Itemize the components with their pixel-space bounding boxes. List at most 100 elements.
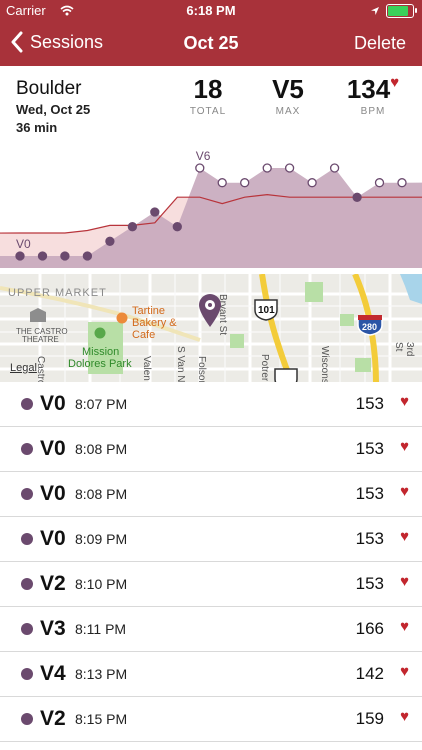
map-label-101: 101	[258, 305, 275, 316]
climb-bpm: 153	[355, 394, 384, 413]
battery-icon	[386, 4, 417, 18]
grade-dot-icon	[21, 533, 33, 545]
total-label: TOTAL	[189, 106, 227, 117]
map-label-upper-market: UPPER MARKET	[8, 287, 107, 299]
bpm-value: 134	[346, 74, 391, 104]
interstate-280-shield-icon	[357, 315, 383, 336]
map-label-valencia: Valen	[141, 356, 152, 381]
climb-time: 8:11 PM	[75, 621, 127, 637]
climb-point	[329, 163, 340, 173]
session-date: Wed, Oct 25	[16, 102, 91, 117]
map-label-legal[interactable]: Legal	[10, 362, 37, 374]
heart-icon: ♥	[390, 74, 400, 91]
climb-points	[15, 163, 407, 261]
climb-point	[240, 178, 250, 188]
climb-grade: V2	[40, 707, 66, 730]
bpm-stat: 134♥ BPM	[338, 74, 408, 117]
map-view[interactable]: 101 280 UPPER MARKET Tartine Bakery & Ca…	[0, 274, 422, 382]
bpm-label: BPM	[360, 106, 386, 117]
climb-row[interactable]: V0 8:07 PM 153 ♥	[0, 382, 422, 427]
climb-point	[37, 251, 48, 261]
page-title: Oct 25	[183, 33, 239, 53]
total-value: 18	[193, 74, 223, 104]
map-label-bakery: Bakery &	[132, 317, 177, 329]
status-time: 6:18 PM	[186, 3, 236, 18]
map-label-folsom: Folsom	[196, 356, 207, 382]
climb-time: 8:08 PM	[75, 441, 128, 457]
climb-row[interactable]: V4 8:13 PM 142 ♥	[0, 652, 422, 697]
status-bar: Carrier 6:18 PM	[0, 0, 422, 22]
climb-point	[352, 192, 362, 202]
map-label-potrero: Potrer	[259, 354, 270, 382]
session-chart: V0 V6	[0, 146, 422, 274]
heart-icon: ♥	[400, 573, 409, 590]
chart-label-peak: V6	[196, 149, 211, 163]
climb-row[interactable]: V3 8:11 PM 166 ♥	[0, 607, 422, 652]
highway-101-shield-icon	[254, 299, 278, 321]
climb-bpm: 166	[355, 619, 384, 638]
climb-grade: V2	[40, 572, 66, 595]
session-summary: Boulder Wed, Oct 25 36 min 18 TOTAL V5 M…	[0, 66, 422, 146]
map-label-castro-theatre: THE CASTRO	[16, 327, 68, 336]
location-pin-icon[interactable]	[197, 292, 223, 328]
climb-grade: V0	[40, 527, 66, 550]
location-name: Boulder	[16, 78, 82, 99]
grade-dot-icon	[21, 398, 33, 410]
cafe-marker-icon	[116, 312, 128, 324]
map-label-dolores-park: Dolores Park	[68, 358, 132, 370]
grade-dot-icon	[21, 713, 33, 725]
climb-bpm: 159	[355, 709, 384, 728]
climb-point	[284, 163, 295, 173]
climb-bpm: 153	[355, 484, 384, 503]
grade-dot-icon	[21, 668, 33, 680]
climb-time: 8:07 PM	[75, 396, 128, 412]
climb-point	[60, 251, 70, 261]
carrier-label: Carrier	[6, 3, 46, 18]
grade-dot-icon	[21, 488, 33, 500]
climb-time: 8:10 PM	[75, 576, 128, 592]
heart-icon: ♥	[400, 663, 409, 680]
total-stat: 18 TOTAL	[173, 74, 243, 117]
climb-point	[217, 178, 227, 188]
grade-area	[0, 168, 422, 268]
climb-point	[82, 251, 93, 261]
climb-grade: V0	[40, 482, 66, 505]
climb-point	[195, 163, 205, 173]
climb-row[interactable]: V2 8:15 PM 159 ♥	[0, 697, 422, 742]
map-label-wisconsin: Wisconsi	[319, 346, 330, 382]
map-label-280: 280	[362, 322, 378, 332]
climb-point	[374, 178, 385, 188]
map-label-theatre: THEATRE	[22, 335, 59, 344]
climb-time: 8:08 PM	[75, 486, 128, 502]
climb-point	[262, 163, 272, 173]
delete-button[interactable]: Delete	[353, 33, 406, 53]
heart-icon: ♥	[400, 528, 409, 545]
climb-row[interactable]: V0 8:08 PM 153 ♥	[0, 427, 422, 472]
heart-icon: ♥	[400, 438, 409, 455]
max-stat: V5 MAX	[253, 74, 323, 117]
climb-bpm: 153	[355, 574, 384, 593]
map-label-castro-st: Castro S	[35, 356, 46, 382]
climb-point	[15, 251, 25, 261]
map-label-mission: Mission	[82, 346, 120, 358]
climb-point	[307, 178, 317, 188]
climb-row[interactable]: V0 8:08 PM 153 ♥	[0, 472, 422, 517]
max-value: V5	[272, 74, 304, 104]
navigation-bar: Sessions Oct 25 Delete	[0, 22, 422, 66]
climb-point	[397, 178, 407, 188]
climb-list: V0 8:07 PM 153 ♥ V0 8:08 PM 153 ♥ V0 8:08 PM 153 ♥ V…	[0, 382, 422, 742]
climb-row[interactable]: V2 8:10 PM 153 ♥	[0, 562, 422, 607]
grade-dot-icon	[21, 578, 33, 590]
heart-icon: ♥	[400, 708, 409, 725]
back-button[interactable]: Sessions	[10, 31, 103, 53]
climb-point	[105, 236, 115, 246]
climb-grade: V0	[40, 392, 66, 415]
climb-bpm: 142	[355, 664, 384, 683]
climb-row[interactable]: V0 8:09 PM 153 ♥	[0, 517, 422, 562]
climb-point	[150, 207, 160, 217]
wifi-icon	[60, 5, 74, 16]
grade-dot-icon	[21, 623, 33, 635]
theatre-icon	[30, 308, 46, 322]
climb-time: 8:13 PM	[75, 666, 128, 682]
grade-dot-icon	[21, 443, 33, 455]
